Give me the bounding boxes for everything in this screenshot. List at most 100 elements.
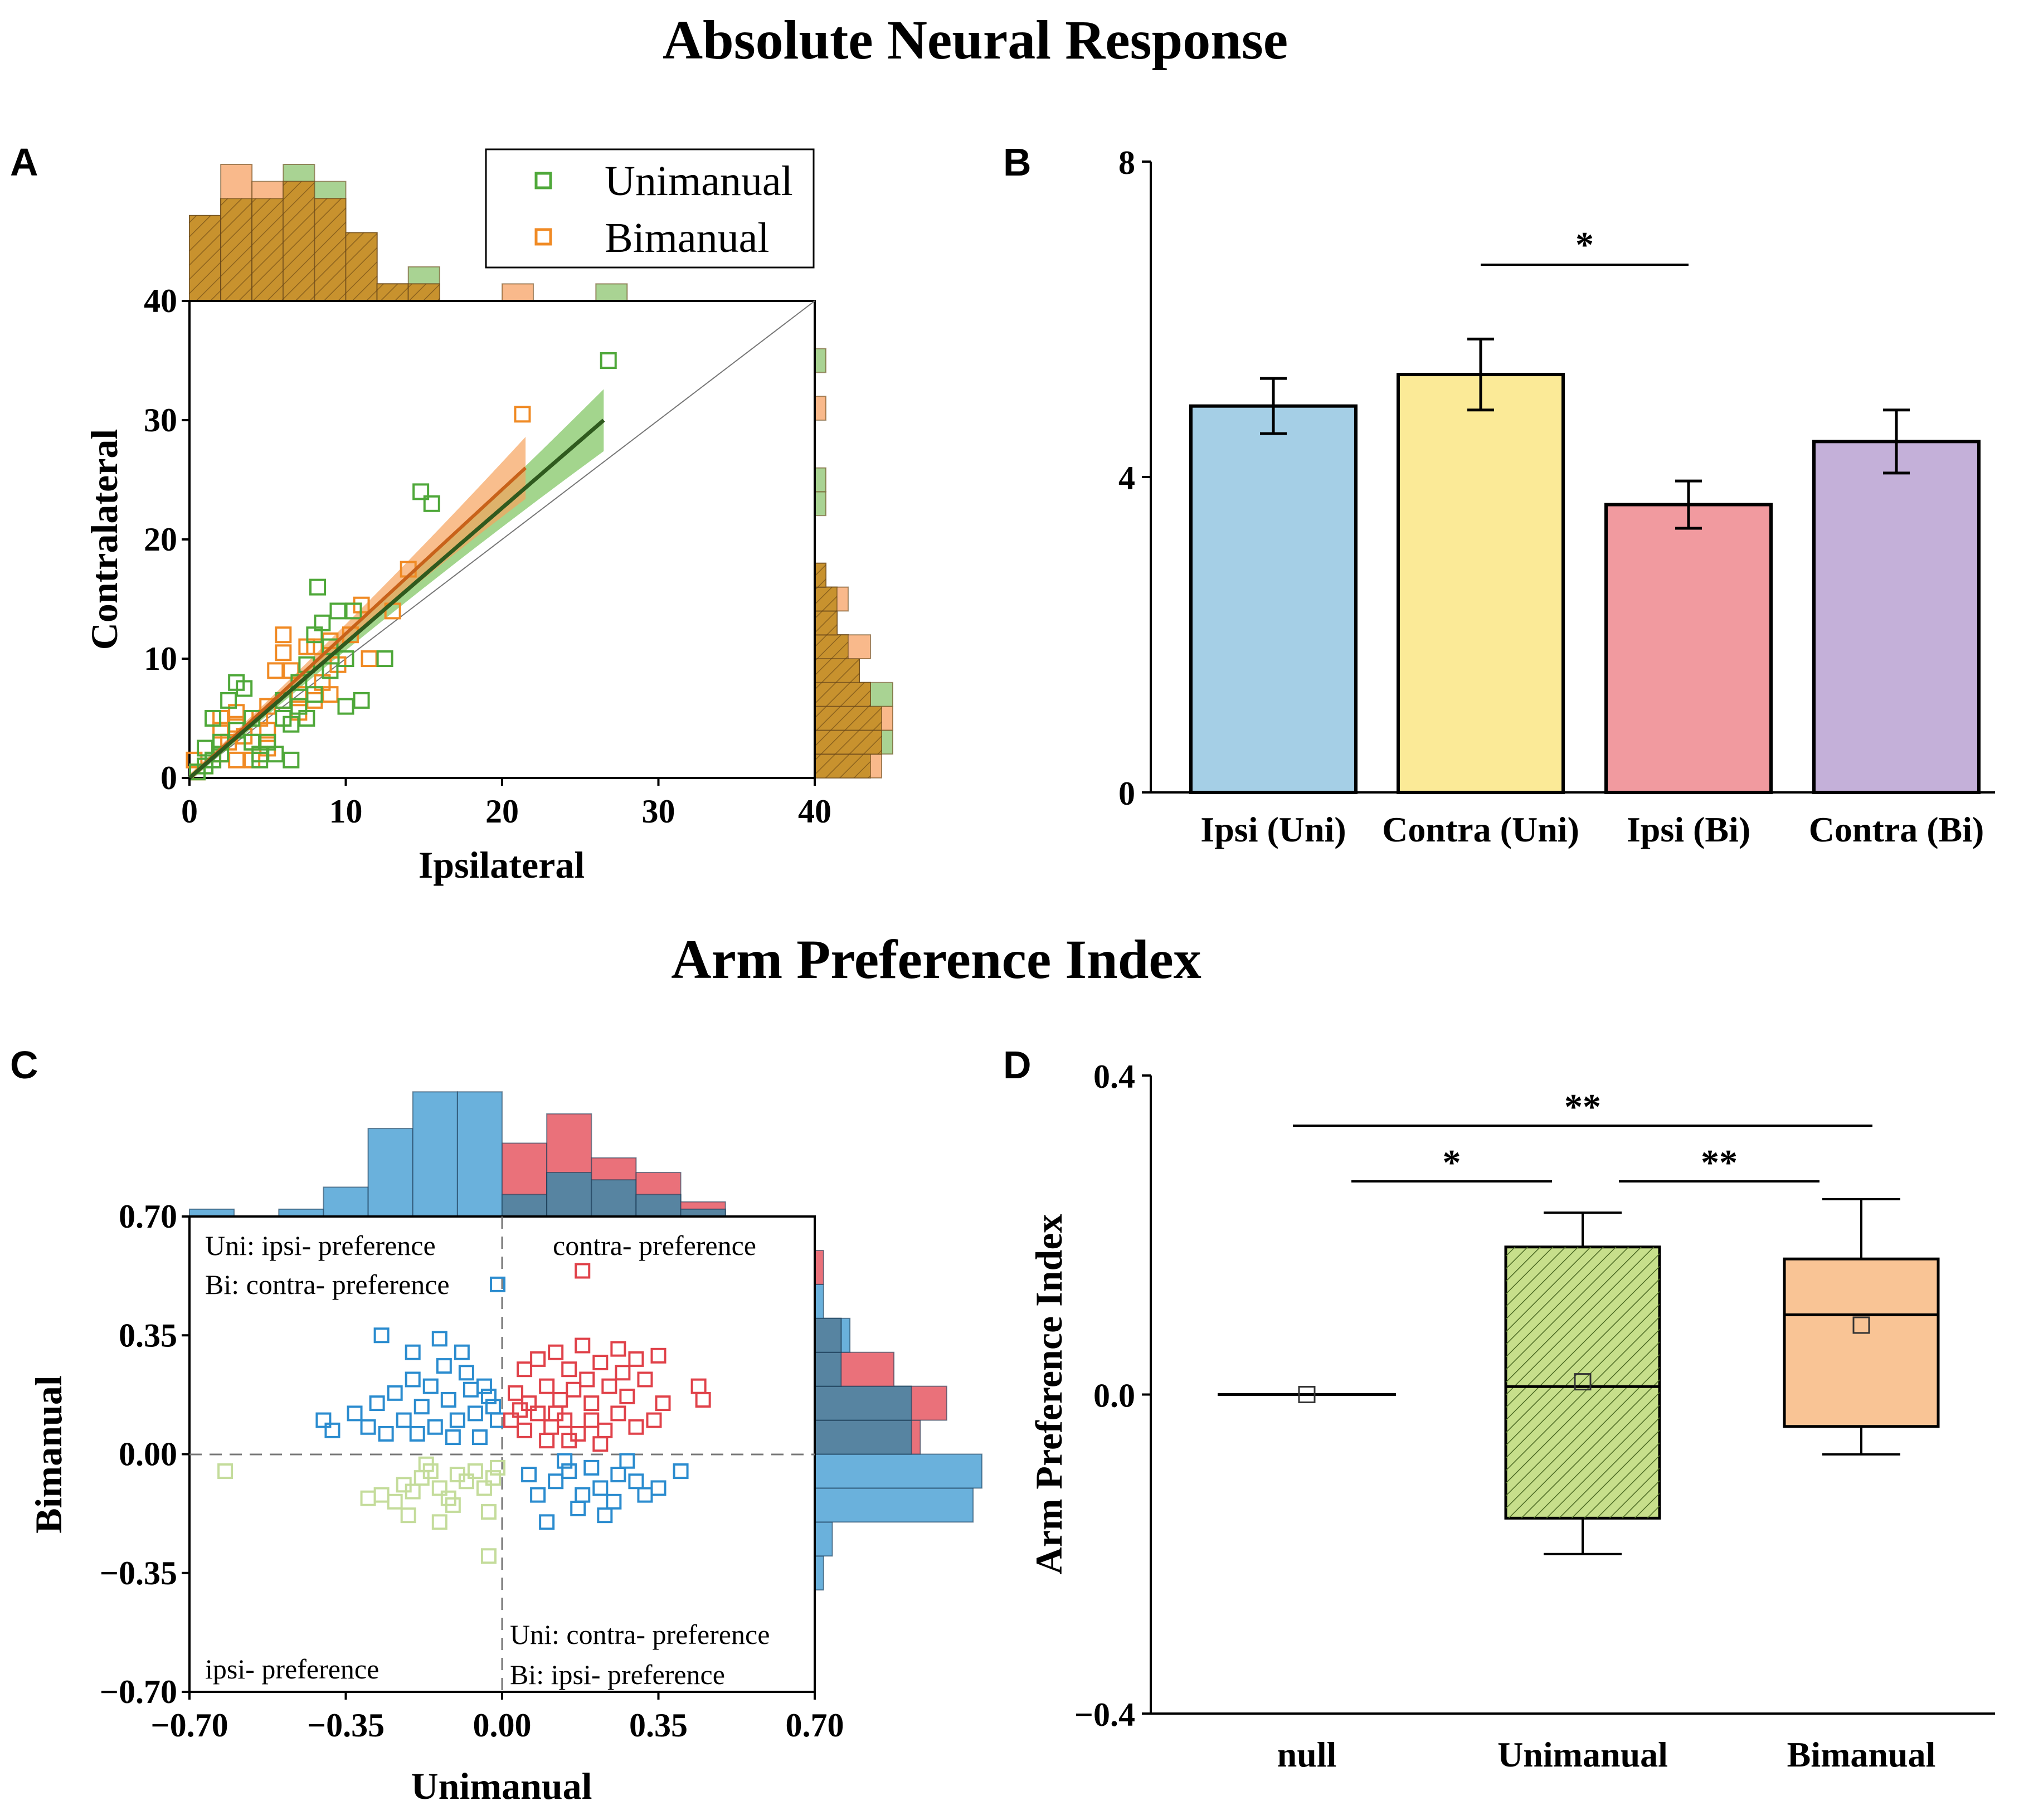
a-point-unimanual bbox=[267, 746, 284, 763]
a-legend-unimanual: Unimanual bbox=[605, 158, 793, 205]
a-top-hist-bin-hatch bbox=[408, 284, 440, 301]
c-point-red bbox=[650, 1347, 666, 1364]
c-point-blue bbox=[637, 1487, 653, 1503]
c-right-hist-bin-overlap bbox=[814, 1317, 842, 1353]
d-box bbox=[1783, 1257, 1940, 1428]
a-right-hist-bin-hatch bbox=[815, 635, 848, 659]
c-point-red bbox=[690, 1378, 707, 1394]
a-point-unimanual bbox=[329, 602, 347, 620]
c-point-blue bbox=[436, 1358, 452, 1374]
title-arm-preference-index: Arm Preference Index bbox=[671, 928, 1201, 990]
b-category-label: Ipsi (Bi) bbox=[1627, 810, 1750, 849]
a-point-bimanual bbox=[228, 751, 245, 768]
c-point-lightgreen bbox=[405, 1483, 421, 1500]
c-point-lightgreen bbox=[467, 1463, 483, 1479]
c-point-lightgreen bbox=[387, 1493, 403, 1510]
d-category-label: Unimanual bbox=[1497, 1735, 1668, 1774]
a-y-tick-label: 10 bbox=[144, 640, 177, 677]
c-point-red bbox=[530, 1405, 546, 1422]
c-right-hist-bin-blue bbox=[814, 1283, 824, 1319]
c-point-blue bbox=[396, 1412, 412, 1428]
a-x-tick-label: 10 bbox=[329, 793, 363, 830]
a-right-hist-bin-uni bbox=[814, 467, 826, 493]
a-point-bimanual bbox=[275, 644, 292, 661]
b-bar bbox=[1604, 503, 1773, 794]
b-axis-ticks: 0 4 8 bbox=[1118, 144, 1151, 812]
c-point-blue bbox=[463, 1381, 479, 1398]
a-point-unimanual bbox=[197, 739, 214, 757]
a-point-bimanual bbox=[322, 686, 339, 703]
c-x-axis-label: Unimanual bbox=[411, 1765, 592, 1807]
a-point-bimanual bbox=[290, 686, 308, 703]
b-significance: * bbox=[1481, 225, 1689, 266]
c-right-histogram bbox=[814, 1249, 982, 1591]
c-right-hist-bin-overlap bbox=[814, 1351, 842, 1387]
b-category-label: Contra (Uni) bbox=[1382, 810, 1579, 849]
d-y-tick-label: 0.0 bbox=[1093, 1378, 1135, 1414]
c-point-blue bbox=[431, 1331, 447, 1347]
c-point-blue bbox=[592, 1480, 609, 1496]
c-y-tick-label: −0.70 bbox=[100, 1673, 177, 1710]
a-top-hist-bin-hatch bbox=[377, 284, 408, 301]
a-point-bimanual bbox=[186, 751, 203, 768]
a-point-unimanual bbox=[290, 698, 308, 715]
c-point-blue bbox=[575, 1487, 591, 1503]
c-right-hist-bin-blue bbox=[814, 1453, 982, 1489]
c-point-blue bbox=[405, 1371, 421, 1388]
c-point-red bbox=[543, 1419, 560, 1435]
c-point-red bbox=[530, 1351, 546, 1367]
a-y-tick-label: 0 bbox=[160, 760, 177, 796]
c-point-blue bbox=[650, 1480, 666, 1496]
a-y-tick-label: 40 bbox=[144, 283, 177, 319]
c-point-blue bbox=[673, 1463, 689, 1479]
c-point-blue bbox=[427, 1419, 443, 1435]
panel-b-bars: Ipsi (Uni) Contra (Uni) Ipsi (Bi) Contra (B… bbox=[1118, 144, 1995, 849]
panel-label-c: C bbox=[10, 1043, 38, 1087]
c-point-blue bbox=[628, 1473, 644, 1490]
a-point-unimanual bbox=[376, 650, 393, 667]
c-point-blue bbox=[485, 1399, 501, 1415]
c-point-lightgreen bbox=[400, 1507, 416, 1524]
a-fit-lines bbox=[188, 418, 605, 780]
b-category-label: Contra (Bi) bbox=[1809, 810, 1984, 849]
a-point-unimanual bbox=[306, 686, 323, 703]
a-x-tick-label: 30 bbox=[642, 793, 675, 830]
c-point-red bbox=[575, 1337, 591, 1354]
c-right-hist-bin-blue bbox=[814, 1521, 833, 1557]
c-x-tick-label: −0.70 bbox=[150, 1707, 228, 1744]
a-point-unimanual bbox=[244, 733, 261, 751]
c-annotation-bottom-right-2: Bi: ipsi- preference bbox=[510, 1659, 725, 1690]
d-category-label: Bimanual bbox=[1787, 1735, 1936, 1774]
a-right-hist-bin-hatch bbox=[815, 730, 882, 755]
c-point-blue bbox=[606, 1493, 622, 1510]
title-absolute-neural-response: Absolute Neural Response bbox=[663, 9, 1288, 71]
panel-label-a: A bbox=[10, 140, 38, 184]
c-point-red bbox=[512, 1402, 528, 1418]
a-right-hist-bin-hatch bbox=[815, 682, 870, 707]
d-mean-marker bbox=[1852, 1316, 1870, 1334]
c-point-red bbox=[619, 1388, 635, 1404]
c-point-lightgreen bbox=[373, 1487, 390, 1503]
c-point-blue bbox=[405, 1344, 421, 1360]
a-right-hist-bin-hatch bbox=[815, 659, 859, 683]
b-bar bbox=[1189, 404, 1358, 794]
a-right-hist-bin-hatch bbox=[815, 706, 882, 731]
c-point-blue bbox=[476, 1378, 492, 1394]
c-x-tick-label: 0.00 bbox=[473, 1707, 532, 1744]
d-significance: *** ** bbox=[1293, 1087, 1872, 1183]
c-point-red bbox=[592, 1436, 609, 1452]
c-point-red bbox=[561, 1361, 577, 1378]
c-point-blue bbox=[445, 1429, 461, 1446]
a-right-histogram bbox=[814, 348, 893, 778]
c-point-lightgreen bbox=[485, 1470, 501, 1486]
c-point-blue bbox=[387, 1385, 403, 1401]
a-right-hist-bin-bi bbox=[814, 396, 826, 421]
c-point-red bbox=[646, 1412, 662, 1428]
c-point-red bbox=[579, 1371, 595, 1388]
a-point-unimanual bbox=[600, 352, 617, 369]
d-y-tick-label: −0.4 bbox=[1074, 1696, 1135, 1733]
c-point-blue bbox=[458, 1365, 474, 1381]
a-point-unimanual bbox=[309, 578, 327, 596]
c-point-red bbox=[548, 1344, 564, 1360]
